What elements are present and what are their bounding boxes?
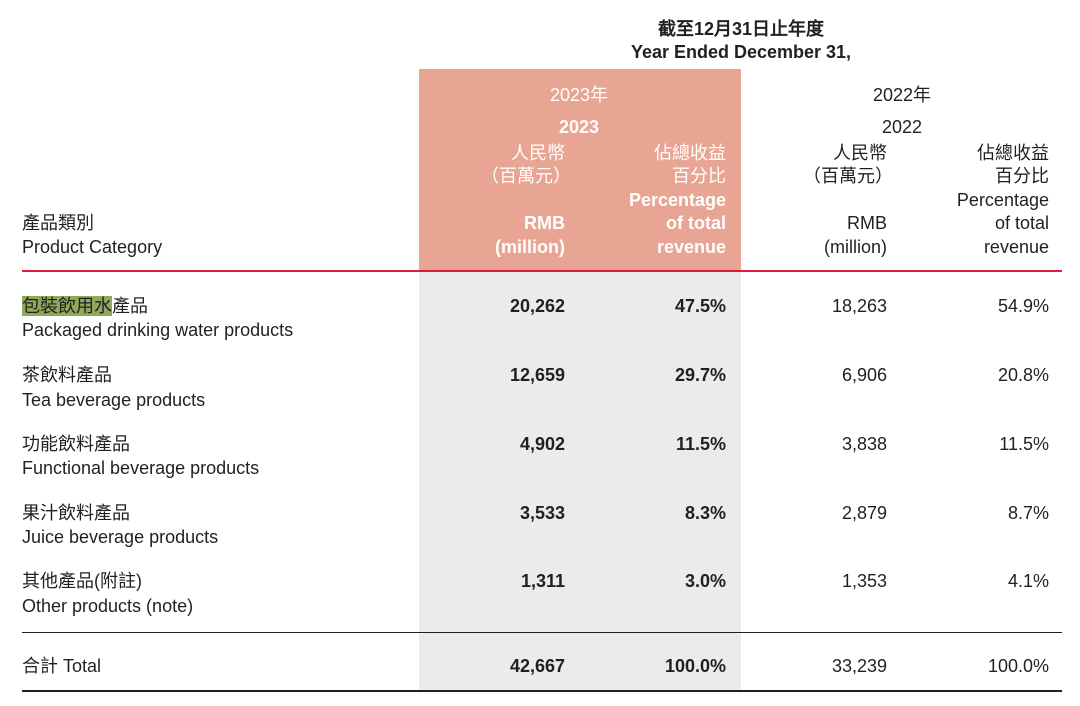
row-pct-2022: 54.9%: [997, 296, 1049, 316]
amount-2022-en2: (million): [824, 237, 887, 257]
row-pct-2022: 4.1%: [1007, 571, 1049, 591]
amount-2022-zh2: （百萬元）: [803, 166, 893, 186]
total-label: 合計 Total: [22, 656, 102, 676]
total-pct-2023: 100.0%: [664, 656, 726, 676]
row-category-en: Packaged drinking water products: [22, 320, 294, 340]
row-pct-2022: 8.7%: [1007, 503, 1049, 523]
pct-2022-en1: Percentage: [956, 190, 1049, 210]
total-rmb-2022: 33,239: [831, 656, 887, 676]
table-2023-body-bg: [419, 272, 741, 692]
pct-2022-en3: revenue: [983, 237, 1049, 257]
total-pct-2022: 100.0%: [987, 656, 1049, 676]
period-heading-zh: 截至12月31日止年度: [657, 19, 825, 39]
row-category-zh-rest: 產品: [112, 296, 148, 316]
row-rmb-2023: 4,902: [519, 434, 565, 454]
row-rmb-2022: 1,353: [841, 571, 887, 591]
year-2022-en: 2022: [881, 117, 923, 137]
pct-2023-zh1: 佔總收益: [654, 143, 726, 163]
row-category-zh: 其他產品(附註): [22, 571, 142, 591]
row-category-zh: 果汁飲料產品: [22, 503, 130, 523]
pct-2022-en2: of total: [994, 213, 1049, 233]
pct-2023-en2: of total: [666, 213, 726, 233]
category-header-en: Product Category: [22, 237, 163, 257]
row-rmb-2022: 2,879: [841, 503, 887, 523]
amount-2022-en1: RMB: [847, 213, 887, 233]
row-category-en: Other products (note): [22, 596, 194, 616]
row-category-en: Functional beverage products: [22, 458, 260, 478]
row-rmb-2022: 18,263: [831, 296, 887, 316]
table-2023-header-bg: [419, 69, 741, 272]
row-category-zh: 包裝飲用水產品: [22, 294, 148, 318]
row-rmb-2023: 1,311: [520, 571, 565, 591]
row-pct-2023: 3.0%: [684, 571, 726, 591]
row-pct-2022: 20.8%: [997, 365, 1049, 385]
amount-2023-zh2: （百萬元）: [481, 166, 571, 186]
row-rmb-2023: 20,262: [509, 296, 565, 316]
row-rmb-2022: 6,906: [841, 365, 887, 385]
row-pct-2023: 29.7%: [674, 365, 726, 385]
total-rmb-2023: 42,667: [509, 656, 565, 676]
amount-2023-en1: RMB: [524, 213, 565, 233]
year-2022-zh: 2022年: [872, 85, 932, 105]
row-rmb-2023: 3,533: [519, 503, 565, 523]
row-pct-2023: 11.5%: [675, 434, 726, 454]
pct-2023-en3: revenue: [656, 237, 726, 257]
total-rule: [22, 632, 1062, 633]
category-header-zh: 產品類別: [22, 213, 94, 233]
year-2023-zh: 2023年: [549, 85, 609, 105]
amount-2023-zh1: 人民幣: [511, 143, 565, 163]
header-rule: [22, 270, 1062, 272]
row-category-zh: 茶飲料產品: [22, 365, 112, 385]
row-pct-2023: 8.3%: [684, 503, 726, 523]
amount-2022-zh1: 人民幣: [833, 143, 887, 163]
bottom-rule: [22, 690, 1062, 692]
highlighted-text: 包裝飲用水: [22, 296, 112, 316]
period-heading-en: Year Ended December 31,: [630, 42, 852, 62]
row-category-zh: 功能飲料產品: [22, 434, 130, 454]
pct-2022-zh1: 佔總收益: [977, 143, 1049, 163]
row-pct-2023: 47.5%: [674, 296, 726, 316]
pct-2023-zh2: 百分比: [672, 166, 726, 186]
amount-2023-en2: (million): [495, 237, 565, 257]
row-category-en: Juice beverage products: [22, 527, 219, 547]
row-category-en: Tea beverage products: [22, 390, 206, 410]
row-rmb-2023: 12,659: [509, 365, 565, 385]
year-2023-en: 2023: [558, 117, 600, 137]
pct-2022-zh2: 百分比: [995, 166, 1049, 186]
row-pct-2022: 11.5%: [999, 434, 1049, 454]
row-rmb-2022: 3,838: [841, 434, 887, 454]
pct-2023-en1: Percentage: [628, 190, 726, 210]
